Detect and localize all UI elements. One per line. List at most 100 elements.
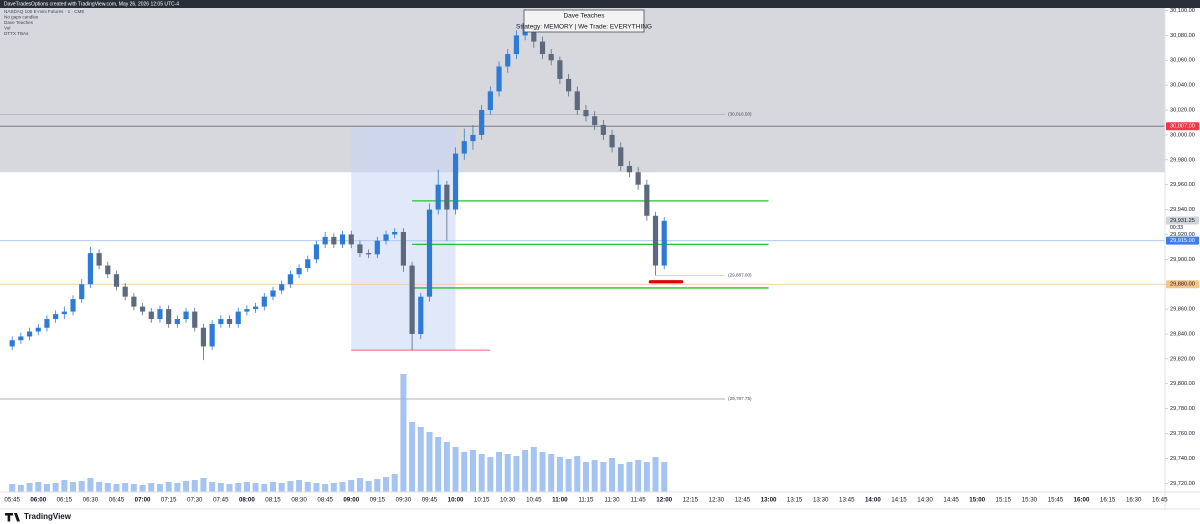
brand-logo [5, 513, 20, 522]
y-tick-label: 29,760.00 [1170, 431, 1195, 437]
candle-body [313, 244, 320, 260]
volume-bar [565, 459, 572, 492]
volume-bar [426, 432, 433, 492]
price-level-label: (29,887.00) [728, 273, 752, 278]
candle-body [322, 236, 328, 245]
candle-body [539, 41, 546, 55]
legend-line: DTTX TBAs [4, 31, 29, 36]
volume-bar [383, 477, 390, 492]
candle-body [600, 124, 606, 135]
volume-bar [635, 460, 642, 492]
volume-bar [304, 482, 311, 492]
candle-body [339, 234, 346, 245]
x-tick-label: 07:00 [135, 497, 151, 504]
price-level-label: (30,016.50) [728, 112, 752, 117]
candle-body [400, 231, 407, 266]
x-tick-label: 14:15 [891, 497, 907, 504]
x-tick-label: 09:00 [343, 497, 359, 504]
candle-body [218, 319, 224, 325]
y-tick-label: 29,800.00 [1170, 381, 1195, 387]
candle-body [261, 296, 267, 307]
candle-body [35, 327, 41, 332]
candle-body [148, 311, 154, 320]
x-tick-label: 12:15 [683, 497, 699, 504]
volume-bar [356, 478, 363, 492]
candle-body [70, 299, 76, 312]
volume-bar [487, 457, 494, 492]
volume-bar [652, 457, 659, 492]
volume-bar [322, 484, 329, 492]
price-tag [1166, 122, 1199, 131]
x-tick-label: 14:45 [943, 497, 959, 504]
price-tag-label: 29,915.00 [1170, 238, 1195, 244]
overlay-title: Dave Teaches [563, 13, 605, 20]
x-tick-label: 06:15 [57, 497, 73, 504]
candle-body [479, 110, 485, 135]
x-tick-label: 16:30 [1126, 497, 1142, 504]
y-tick-label: 29,820.00 [1170, 356, 1195, 362]
volume-bar [365, 481, 372, 492]
header-bar [0, 0, 1200, 8]
candle-body [279, 284, 285, 291]
price-tag-label: 29,880.00 [1170, 282, 1195, 288]
y-tick-label: 30,020.00 [1170, 108, 1195, 114]
candle-body [470, 134, 476, 142]
price-level-label: (29,787.75) [728, 396, 752, 401]
volume-bar [591, 460, 598, 492]
x-tick-label: 11:15 [578, 497, 594, 504]
candle-body [287, 274, 293, 285]
x-tick-label: 09:30 [396, 497, 412, 504]
x-tick-label: 15:45 [1048, 497, 1064, 504]
x-tick-label: 12:45 [735, 497, 751, 504]
x-tick-label: 11:45 [631, 497, 647, 504]
volume-bar [339, 482, 346, 492]
y-tick-label: 29,920.00 [1170, 232, 1195, 238]
volume-bar [122, 483, 129, 492]
plot-area: (30,016.50) (29,887.00) (29,787.75) [0, 8, 1165, 492]
volume-bar [409, 422, 416, 492]
volume-bar [43, 484, 50, 492]
volume-bar [113, 484, 120, 492]
volume-bar [522, 450, 529, 492]
price-tag-label: 29,931.25 [1170, 218, 1195, 224]
volume-bar [600, 462, 607, 492]
y-tick-label: 30,040.00 [1170, 83, 1195, 89]
candle-body [452, 153, 459, 210]
volume-bar [504, 454, 511, 492]
y-tick-label: 29,960.00 [1170, 182, 1195, 188]
candle-body [87, 253, 94, 285]
x-tick-label: 11:00 [552, 497, 568, 504]
x-tick-label: 10:15 [474, 497, 490, 504]
x-tick-label: 13:30 [813, 497, 829, 504]
candle-body [226, 319, 233, 325]
candle-body [166, 309, 172, 325]
volume-bar [661, 462, 668, 492]
candle-body [209, 324, 215, 347]
candle-body [366, 253, 372, 255]
volume-bar [609, 458, 616, 492]
y-tick-label: 29,840.00 [1170, 331, 1195, 337]
volume-bar [391, 474, 398, 492]
volume-bar [582, 462, 589, 492]
x-tick-label: 09:15 [370, 497, 386, 504]
y-tick-label: 29,720.00 [1170, 481, 1195, 487]
candle-body [253, 306, 259, 310]
volume-bar [643, 462, 650, 492]
volume-bar [269, 482, 276, 492]
volume-bar [452, 447, 459, 492]
x-tick-label: 16:15 [1100, 497, 1116, 504]
y-tick-label: 29,740.00 [1170, 456, 1195, 462]
candle-body [18, 336, 24, 341]
candle-body [305, 259, 311, 269]
candle-body [270, 290, 276, 297]
candle-body [105, 265, 111, 275]
header-caption: DaveTradesOptions created with TradingVi… [4, 1, 179, 7]
candle-body [122, 286, 128, 297]
volume-bar [130, 484, 137, 492]
volume-bar [139, 485, 146, 492]
volume-bar [70, 482, 77, 492]
volume-bar [496, 452, 503, 492]
overlay-box: Dave Teaches Strategy: MEMORY | We Trade… [516, 9, 652, 33]
candle-body [661, 220, 667, 266]
x-tick-label: 09:45 [422, 497, 438, 504]
